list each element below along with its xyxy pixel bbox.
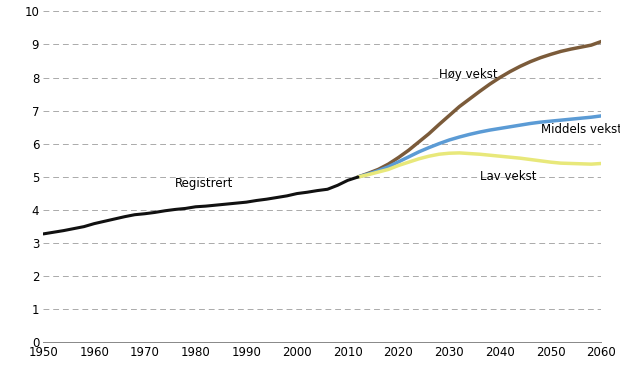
Text: Lav vekst: Lav vekst: [480, 170, 536, 183]
Text: Registrert: Registrert: [175, 177, 234, 190]
Text: Høy vekst: Høy vekst: [439, 68, 498, 81]
Text: Middels vekst: Middels vekst: [541, 123, 620, 136]
